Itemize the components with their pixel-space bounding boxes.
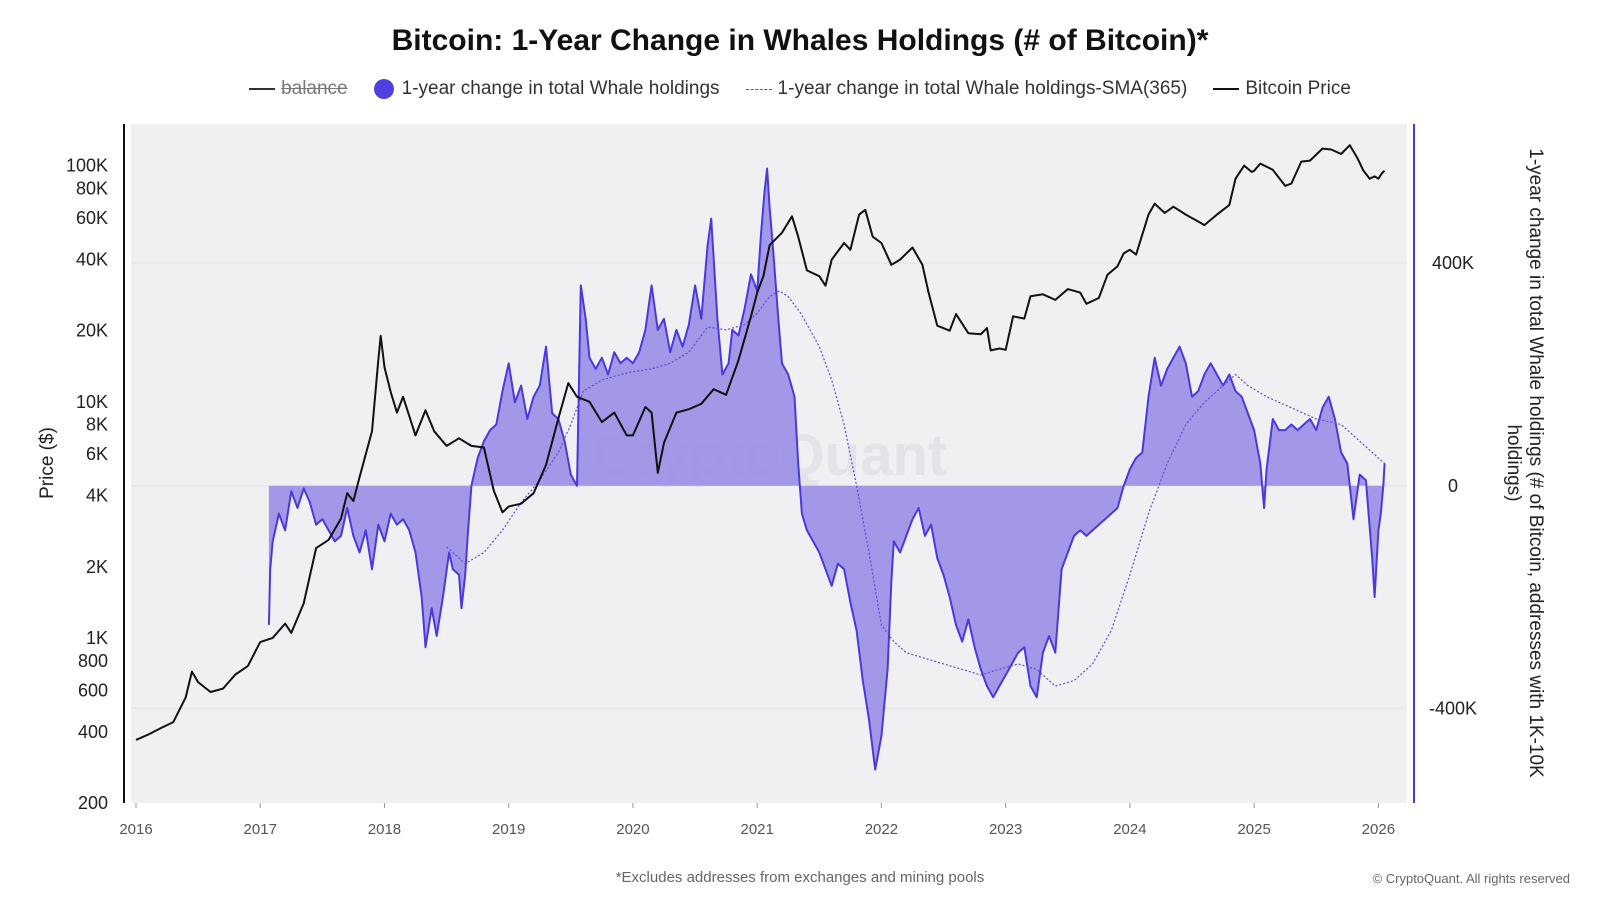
legend-item-balance[interactable]: balance	[249, 78, 348, 100]
left-tick-label: 1K	[86, 628, 108, 648]
x-tick-label: 2016	[119, 821, 152, 838]
legend-dot-swatch	[373, 79, 394, 99]
legend-item-change[interactable]: 1-year change in total Whale holdings	[373, 78, 720, 100]
right-axis-ticks: -400K 0 400K	[1429, 253, 1477, 718]
left-tick-label: 6K	[86, 444, 108, 464]
right-tick-label: -400K	[1429, 698, 1477, 718]
whale-change-area	[267, 167, 1386, 771]
axes	[123, 124, 1415, 803]
footnote: *Excludes addresses from exchanges and m…	[615, 869, 985, 886]
bitcoin-price-line	[135, 144, 1386, 741]
x-tick-label: 2018	[368, 821, 401, 838]
x-tick-label: 2019	[492, 821, 525, 838]
x-tick-label: 2022	[865, 821, 898, 838]
left-tick-label: 800	[78, 651, 108, 671]
legend-label-price: Bitcoin Price	[1245, 78, 1351, 99]
price-path	[135, 144, 1386, 741]
legend-label-sma: 1-year change in total Whale holdings-SM…	[777, 78, 1188, 99]
left-tick-label: 200	[78, 793, 108, 813]
left-tick-label: 8K	[86, 415, 108, 435]
x-tick-label: 2024	[1113, 821, 1146, 838]
right-axis-title: 1-year change in total Whale holdings (#…	[1503, 148, 1546, 778]
left-tick-label: 80K	[76, 178, 108, 198]
left-tick-label: 100K	[66, 156, 108, 176]
right-tick-label: 0	[1448, 476, 1458, 496]
left-tick-label: 10K	[76, 392, 108, 412]
sma-path	[446, 290, 1386, 687]
left-tick-label: 4K	[86, 486, 108, 506]
x-tick-label: 2026	[1362, 821, 1395, 838]
legend-label-balance: balance	[281, 78, 348, 99]
left-axis-ticks: 200 400 600 800 1K 2K 4K 6K 8K 10K 20K 40K 60K 80K100…	[66, 156, 108, 813]
legend-item-price[interactable]: Bitcoin Price	[1213, 78, 1351, 100]
x-tick-label: 2020	[616, 821, 649, 838]
chart-title: Bitcoin: 1-Year Change in Whales Holding…	[391, 24, 1209, 57]
whale-change-fill	[268, 168, 1385, 770]
left-tick-label: 600	[78, 680, 108, 700]
legend-item-sma[interactable]: 1-year change in total Whale holdings-SM…	[745, 78, 1188, 100]
x-tick-label: 2021	[740, 821, 773, 838]
copyright: © CryptoQuant. All rights reserved	[1372, 871, 1570, 886]
chart-legend: balance 1-year change in total Whale hol…	[0, 78, 1600, 100]
left-tick-label: 2K	[86, 557, 108, 577]
x-tick-label: 2017	[244, 821, 277, 838]
x-tick-label: 2023	[989, 821, 1022, 838]
left-axis-title: Price ($)	[37, 427, 58, 499]
legend-label-change: 1-year change in total Whale holdings	[401, 78, 720, 99]
left-tick-label: 20K	[76, 321, 108, 341]
left-tick-label: 60K	[76, 208, 108, 228]
x-tick-label: 2025	[1237, 821, 1270, 838]
legend-dotted-swatch	[745, 88, 772, 90]
whale-sma-line	[446, 290, 1386, 687]
legend-price-swatch	[1213, 88, 1240, 90]
legend-line-swatch	[249, 88, 276, 90]
left-tick-label: 400	[78, 722, 108, 742]
right-tick-label: 400K	[1432, 253, 1474, 273]
x-axis-ticks: 2016 2017 2018 2019 2020 2021 2022 2023 2024 2025…	[119, 803, 1395, 838]
whale-change-outline	[267, 167, 1386, 771]
left-tick-label: 40K	[76, 250, 108, 270]
